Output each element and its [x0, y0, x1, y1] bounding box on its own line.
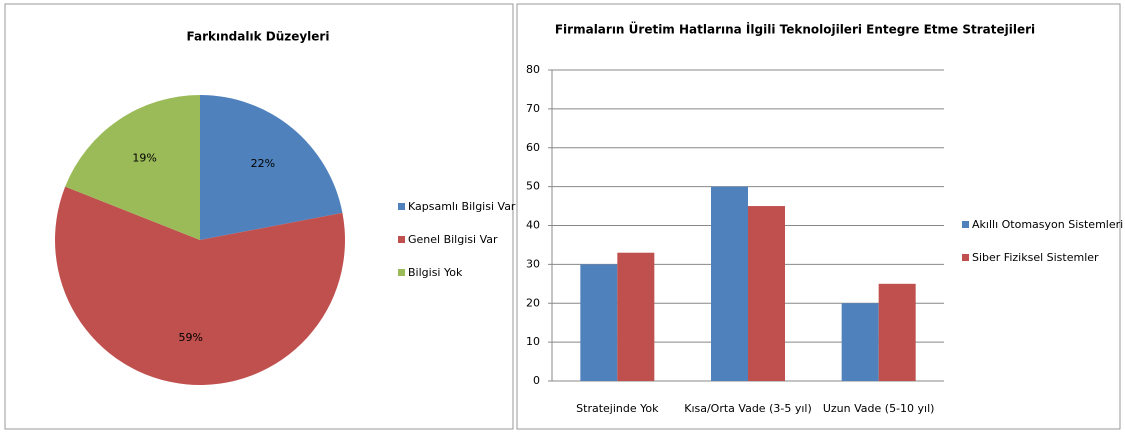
y-tick-label: 10	[526, 335, 540, 348]
y-tick-label: 60	[526, 141, 540, 154]
x-tick-label: Uzun Vade (5-10 yıl)	[823, 402, 935, 415]
y-tick-label: 30	[526, 257, 540, 270]
data-label: 19%	[132, 151, 156, 164]
bar	[711, 186, 748, 381]
y-tick-label: 80	[526, 63, 540, 76]
y-tick-label: 0	[533, 374, 540, 387]
y-tick-label: 20	[526, 296, 540, 309]
bar	[617, 252, 655, 381]
pie-slice	[65, 94, 201, 240]
x-tick-label: Kısa/Orta Vade (3-5 yıl)	[684, 402, 812, 415]
bar	[580, 264, 618, 381]
legend-label: Kapsamlı Bilgisi Var	[408, 200, 516, 213]
y-tick-label: 50	[526, 180, 540, 193]
data-label: 22%	[251, 157, 275, 170]
legend-swatch	[962, 221, 969, 228]
data-label: 59%	[178, 331, 202, 344]
legend-swatch	[962, 254, 969, 261]
y-tick-label: 70	[526, 102, 540, 115]
bar	[841, 303, 879, 381]
legend-label: Akıllı Otomasyon Sistemleri	[972, 218, 1123, 231]
pie-slice	[200, 95, 343, 240]
legend-swatch	[398, 269, 405, 276]
pie-slice	[54, 186, 345, 386]
pie-title: Farkındalık Düzeyleri	[187, 30, 330, 44]
legend-swatch	[398, 236, 405, 243]
x-tick-label: Stratejinde Yok	[576, 402, 659, 415]
bar	[748, 206, 785, 381]
bar	[878, 283, 916, 381]
legend-swatch	[398, 203, 405, 210]
bar-title: Firmaların Üretim Hatlarına İlgili Tekno…	[555, 22, 1035, 37]
legend-label: Bilgisi Yok	[408, 266, 463, 279]
legend-label: Genel Bilgisi Var	[408, 233, 498, 246]
y-tick-label: 40	[526, 219, 540, 232]
legend-label: Siber Fiziksel Sistemler	[972, 251, 1099, 264]
